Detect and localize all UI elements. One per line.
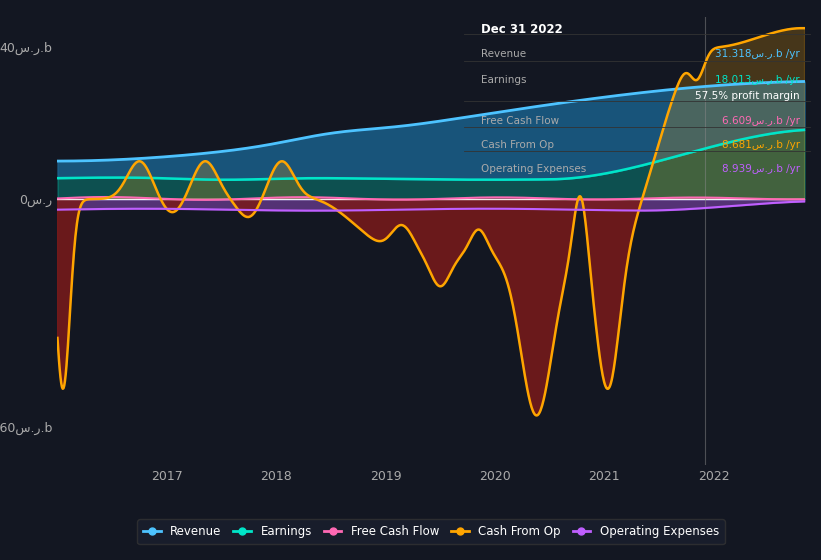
Text: 18.013س.ر.b /yr: 18.013س.ر.b /yr <box>715 75 800 85</box>
Text: 31.318س.ر.b /yr: 31.318س.ر.b /yr <box>715 49 800 59</box>
Text: Revenue: Revenue <box>481 49 526 59</box>
Legend: Revenue, Earnings, Free Cash Flow, Cash From Op, Operating Expenses: Revenue, Earnings, Free Cash Flow, Cash … <box>137 519 725 544</box>
Text: 6.609س.ر.b /yr: 6.609س.ر.b /yr <box>722 116 800 126</box>
Text: Earnings: Earnings <box>481 75 527 85</box>
Text: Free Cash Flow: Free Cash Flow <box>481 116 559 126</box>
Text: Dec 31 2022: Dec 31 2022 <box>481 23 563 36</box>
Text: Cash From Op: Cash From Op <box>481 140 554 150</box>
Text: 8.681س.ر.b /yr: 8.681س.ر.b /yr <box>722 140 800 150</box>
Text: 8.939س.ر.b /yr: 8.939س.ر.b /yr <box>722 164 800 174</box>
Text: 57.5% profit margin: 57.5% profit margin <box>695 91 800 101</box>
Text: Operating Expenses: Operating Expenses <box>481 164 586 174</box>
